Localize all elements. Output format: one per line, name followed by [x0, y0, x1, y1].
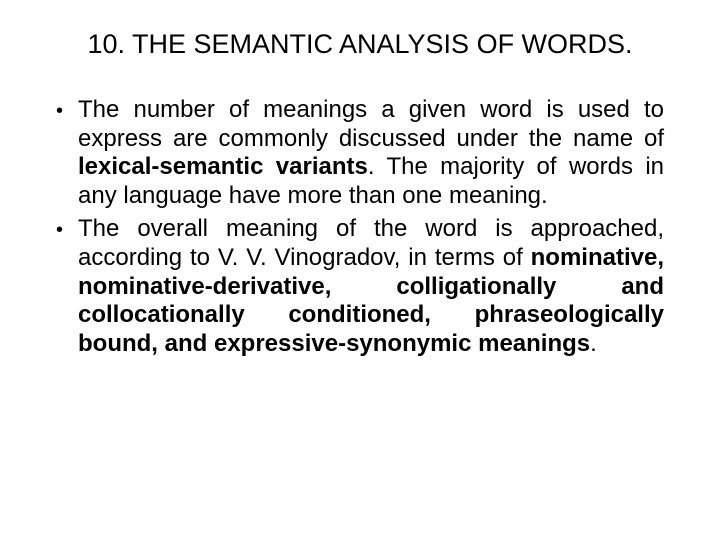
bullet-text: The number of meanings a given word is u…	[78, 96, 664, 211]
text-run: .	[590, 330, 597, 357]
slide: 10. THE SEMANTIC ANALYSIS OF WORDS. • Th…	[0, 0, 720, 540]
bullet-item: • The overall meaning of the word is app…	[56, 215, 664, 359]
bullet-item: • The number of meanings a given word is…	[56, 96, 664, 211]
text-run: The number of meanings a given word is u…	[78, 96, 664, 152]
bullet-marker: •	[56, 96, 78, 211]
bullet-marker: •	[56, 215, 78, 359]
slide-title: 10. THE SEMANTIC ANALYSIS OF WORDS.	[56, 28, 664, 62]
slide-body: • The number of meanings a given word is…	[56, 96, 664, 359]
text-run-bold: lexical-semantic variants	[78, 153, 368, 180]
bullet-text: The overall meaning of the word is appro…	[78, 215, 664, 359]
